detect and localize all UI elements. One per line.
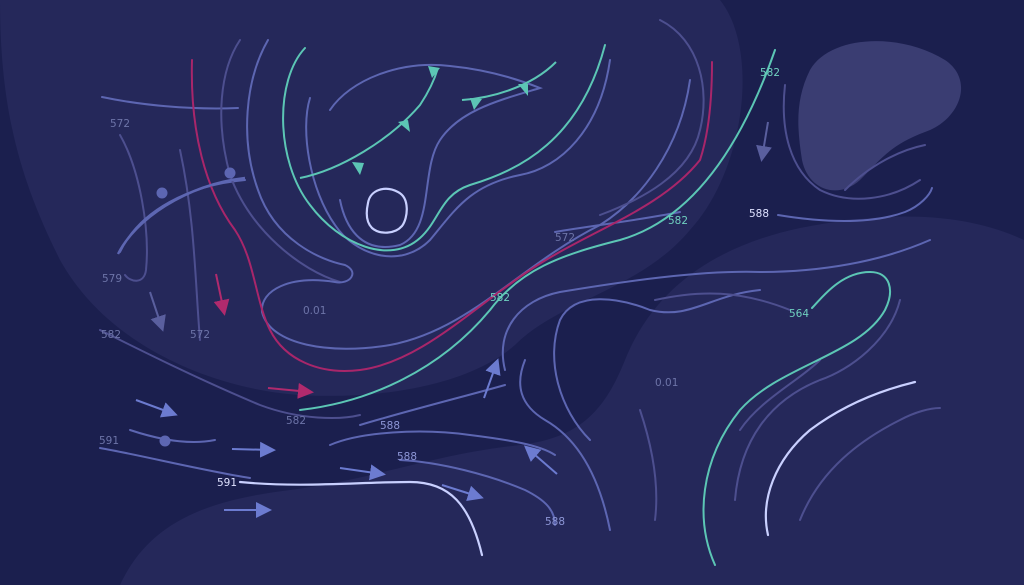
- closed-isoline: [365, 187, 408, 234]
- wind-arrow-icon: [339, 464, 386, 481]
- wind-arrow-icon: [483, 358, 501, 399]
- wind-arrow-icon: [231, 441, 276, 458]
- isoline: [639, 409, 658, 521]
- isoline-label: 579: [102, 273, 122, 285]
- isoline-label: 572: [110, 118, 130, 130]
- wind-arrow-icon: [441, 484, 484, 502]
- wind-arrow-icon: [149, 291, 166, 332]
- pale-isoline-group: [238, 187, 917, 557]
- isoline-label: 591: [99, 435, 119, 447]
- semicircle-barb-icon: [156, 187, 168, 199]
- isoline-label: 588: [749, 208, 769, 220]
- wind-arrows: [135, 121, 772, 518]
- wind-arrow-icon: [267, 382, 314, 399]
- isoline-label: 582: [668, 215, 688, 227]
- isoline: [99, 329, 361, 419]
- isoline-label: 564: [789, 308, 809, 320]
- isoline: [399, 459, 556, 526]
- isoline-label: 588: [380, 420, 400, 432]
- isoline: [99, 447, 251, 479]
- isoline-label: 582: [490, 292, 510, 304]
- isoline: [599, 19, 705, 216]
- cold-front-1: [299, 66, 440, 179]
- isoline: [734, 299, 901, 501]
- region-northeast-patch: [798, 41, 962, 191]
- region-northwest: [0, 0, 743, 396]
- isoline: [359, 384, 506, 426]
- region-south: [120, 216, 1024, 585]
- teal-isoline-group: [282, 44, 891, 566]
- isoline-label: 0.01: [655, 377, 678, 389]
- isoline-label: 572: [190, 329, 210, 341]
- isoline: [179, 149, 201, 341]
- isoline: [305, 59, 611, 258]
- isoline: [654, 292, 791, 311]
- triangle-barb-icon: [518, 84, 528, 96]
- isoline: [777, 187, 933, 222]
- isoline-label: 0.01: [303, 305, 326, 317]
- isoline: [553, 289, 761, 441]
- wind-arrow-icon: [756, 121, 772, 162]
- wind-arrow-icon: [523, 445, 558, 475]
- wind-arrow-icon: [135, 399, 178, 418]
- triangle-barb-icon: [428, 66, 440, 78]
- cold-front-line: [299, 67, 439, 179]
- triangle-barb-icon: [398, 120, 410, 132]
- isoline-labels: 572 579 582 572 0.01 591 591 582 588 588…: [99, 67, 809, 528]
- isoline-label: 588: [397, 451, 417, 463]
- isoline: [119, 134, 148, 282]
- triangle-barb-icon: [470, 98, 482, 110]
- isoline-teal: [299, 49, 776, 411]
- semicircle-barb-icon: [224, 167, 236, 179]
- wind-arrow-icon: [213, 273, 230, 316]
- isoline: [799, 407, 941, 521]
- isoline-label: 591: [217, 477, 237, 489]
- isoline-crimson: [190, 59, 713, 372]
- isoline: [501, 239, 931, 371]
- isoline-label: 582: [101, 329, 121, 341]
- warm-front-line: [116, 176, 246, 255]
- isoline-label: 588: [545, 516, 565, 528]
- cold-front-2: [461, 61, 557, 110]
- isoline: [782, 84, 921, 200]
- isoline-teal: [282, 44, 606, 252]
- isoline-label: 582: [760, 67, 780, 79]
- crimson-isoline-group: [190, 59, 713, 372]
- isoline: [844, 144, 926, 191]
- semicircle-barb-icon: [159, 435, 171, 447]
- warm-front: [116, 167, 246, 447]
- isoline-label: 572: [555, 232, 575, 244]
- isoline-pale: [238, 480, 484, 557]
- isoline-pale: [764, 380, 917, 537]
- isoline-label: 582: [286, 415, 306, 427]
- isoline: [329, 64, 544, 248]
- triangle-barb-icon: [352, 162, 364, 175]
- isoline: [519, 359, 611, 531]
- isoline: [739, 359, 821, 431]
- isoline: [129, 429, 216, 443]
- isoline-teal: [702, 270, 891, 566]
